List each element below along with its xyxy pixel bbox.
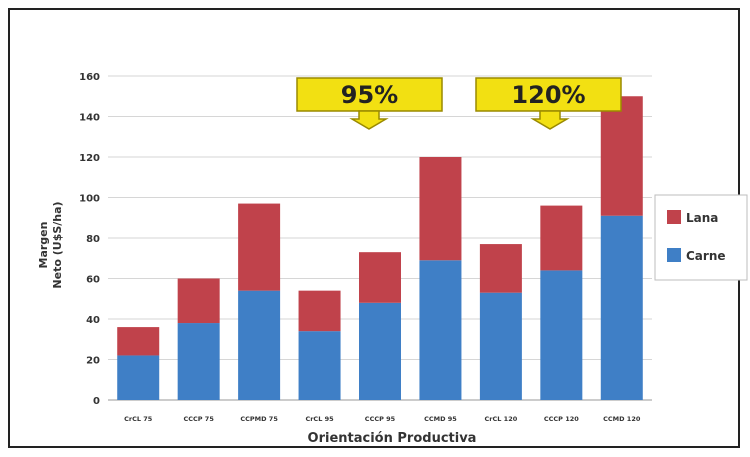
- y-axis-title-line2: Neto (U$S/ha): [51, 201, 64, 288]
- y-axis-title-line1: Margen: [37, 222, 50, 269]
- x-tick-label: CCMD 120: [603, 415, 641, 423]
- x-axis-title: Orientación Productiva: [308, 431, 477, 446]
- bar-carne: [238, 290, 281, 400]
- x-tick-label: CCPMD 75: [240, 415, 278, 423]
- x-tick-label: CCCP 120: [544, 415, 579, 423]
- bar-carne: [600, 215, 643, 400]
- bar-lana: [419, 157, 462, 261]
- bar-lana: [238, 203, 281, 291]
- callout-95-arrow: [349, 110, 389, 130]
- callout-120-label: 120%: [511, 81, 585, 109]
- y-tick-label: 20: [86, 356, 100, 367]
- bar-carne: [540, 270, 583, 400]
- x-tick-labels: CrCL 75 CCCP 75 CCPMD 75 CrCL 95 CCCP 95 CCMD…: [124, 415, 641, 423]
- bar-lana: [117, 327, 160, 356]
- bar-carne: [177, 323, 220, 400]
- y-tick-label: 120: [79, 153, 100, 164]
- bar-carne: [298, 331, 341, 400]
- legend-label-carne: Carne: [686, 249, 726, 263]
- bars: [117, 96, 643, 400]
- y-tick-label: 40: [86, 315, 100, 326]
- x-tick-label: CrCL 75: [124, 415, 153, 423]
- legend: Lana Carne: [654, 194, 748, 281]
- bar-lana: [359, 252, 401, 303]
- bar-lana: [298, 290, 341, 332]
- callout-95: 95%: [296, 77, 443, 130]
- x-tick-label: CCCP 95: [365, 415, 396, 423]
- legend-label-lana: Lana: [686, 211, 718, 225]
- y-tick-label: 60: [86, 275, 100, 286]
- y-tick-label: 140: [79, 113, 100, 124]
- callout-120: 120%: [475, 77, 622, 130]
- bar-carne: [117, 355, 160, 400]
- callout-95-label: 95%: [341, 81, 398, 109]
- x-tick-label: CCCP 75: [183, 415, 214, 423]
- legend-swatch-carne: [667, 248, 681, 262]
- y-tick-labels: 0 20 40 60 80 100 120 140 160: [79, 72, 100, 407]
- bar-lana: [177, 278, 220, 324]
- bar-lana: [540, 205, 583, 271]
- x-tick-label: CrCL 95: [305, 415, 334, 423]
- x-tick-label: CCMD 95: [424, 415, 457, 423]
- bar-carne: [479, 292, 522, 400]
- bar-lana: [479, 244, 522, 293]
- y-tick-label: 0: [93, 396, 100, 407]
- legend-swatch-lana: [667, 210, 681, 224]
- callout-120-arrow: [530, 110, 570, 130]
- y-tick-label: 80: [86, 234, 100, 245]
- bar-carne: [419, 260, 462, 400]
- y-tick-label: 100: [79, 194, 100, 205]
- y-tick-label: 160: [79, 72, 100, 83]
- legend-box: [654, 194, 748, 281]
- bar-lana: [600, 96, 643, 216]
- bar-carne: [359, 302, 401, 400]
- x-tick-label: CrCL 120: [485, 415, 518, 423]
